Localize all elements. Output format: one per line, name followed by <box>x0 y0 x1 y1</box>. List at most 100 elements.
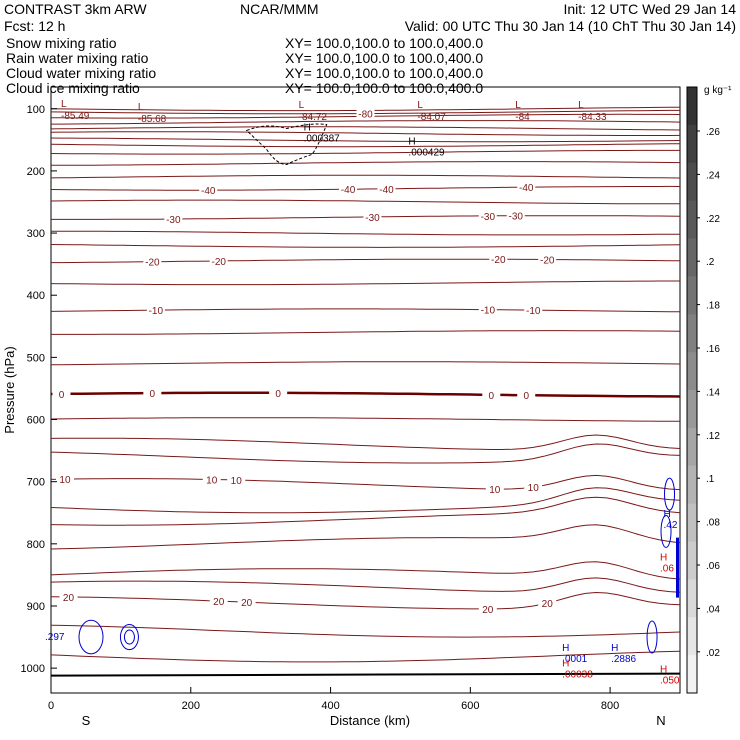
ground-line <box>50 672 681 677</box>
y-tick-label: 200 <box>27 166 45 178</box>
isotherm-line <box>50 131 681 136</box>
isotherm-label: -40 <box>519 183 534 194</box>
x-tick-label: 200 <box>182 700 200 712</box>
colorbar-swatch <box>687 617 697 656</box>
isotherm-line <box>50 561 681 580</box>
high-marker: H <box>660 553 667 564</box>
isotherm-label-bg <box>339 183 358 195</box>
isotherm-label-bg <box>524 481 543 493</box>
isotherm-label-bg <box>55 473 74 485</box>
colorbar-swatch <box>687 314 697 353</box>
colorbar-tick-label: .06 <box>706 561 720 572</box>
cloud-ice-contour <box>245 123 328 166</box>
low-value: -84.33 <box>578 112 607 123</box>
isotherm-label: 10 <box>528 483 540 494</box>
low-marker: L <box>299 100 305 111</box>
isotherm-label-bg <box>164 213 183 225</box>
field-name: Cloud water mixing ratio <box>6 65 156 81</box>
isotherm-line <box>50 280 680 286</box>
isotherm-line <box>50 650 681 663</box>
isotherm-label-bg <box>517 389 536 401</box>
low-value: -84.72 <box>299 112 328 123</box>
isotherm-label-bg <box>59 590 78 602</box>
high-value: .42 <box>664 520 678 531</box>
x-tick-label: 600 <box>461 700 479 712</box>
high-marker: H <box>664 509 671 520</box>
colorbar-swatch <box>687 541 697 580</box>
colorbar-swatch <box>687 124 697 164</box>
isotherm-line <box>50 143 681 148</box>
isotherm-label-bg <box>538 253 557 265</box>
header-fcst: Fcst: 12 h <box>4 18 65 34</box>
colorbar-tick-label: .24 <box>706 170 720 181</box>
y-tick-label: 300 <box>27 228 45 240</box>
header-valid: Valid: 00 UTC Thu 30 Jan 14 (10 ChT Thu … <box>405 18 736 34</box>
low-value: -84 <box>515 112 530 123</box>
high-value: .06 <box>660 564 674 575</box>
isotherm-line <box>50 577 681 593</box>
colorbar-swatch <box>687 200 697 239</box>
isotherm-label: -40 <box>379 185 394 196</box>
isotherm-line <box>51 161 681 166</box>
field-xy: XY= 100.0,100.0 to 100.0,400.0 <box>285 35 483 51</box>
isotherm-label-bg <box>356 107 375 119</box>
isotherm-line <box>50 361 681 366</box>
isotherm--40 <box>50 185 681 191</box>
plot-frame <box>50 86 681 694</box>
isotherm-line <box>50 487 681 514</box>
isotherm-label: 10 <box>231 476 243 487</box>
cloud-water-core <box>676 537 679 598</box>
colorbar-swatch <box>687 162 697 202</box>
field-xy: XY= 100.0,100.0 to 100.0,400.0 <box>285 50 483 66</box>
isotherm-line <box>50 624 681 638</box>
isotherm-label: 0 <box>59 390 65 401</box>
isotherm-label: 0 <box>275 389 281 400</box>
extrema-labels: L-85.49L-85.68L-84.72L-84.07L-84L-84.33H… <box>45 99 680 687</box>
colorbar-tick-label: .26 <box>706 127 720 138</box>
x-axis-title: Distance (km) <box>330 713 410 728</box>
y-tick-label: 900 <box>27 601 45 613</box>
field-xy: XY= 100.0,100.0 to 100.0,400.0 <box>285 80 483 96</box>
cloud-water-contour <box>660 514 672 548</box>
field-name: Snow mixing ratio <box>6 35 117 51</box>
isotherm-label-bg <box>202 473 221 485</box>
isotherm-label: 20 <box>542 599 554 610</box>
low-marker: L <box>515 100 521 111</box>
low-marker: L <box>61 99 67 110</box>
isotherm-label-bg <box>199 184 218 196</box>
x-tick-label: 800 <box>601 700 619 712</box>
cloud-water-contour <box>78 619 104 655</box>
y-tick-label: 1000 <box>21 663 45 675</box>
isotherm-label-bg <box>517 181 536 193</box>
isotherm-line <box>50 244 681 248</box>
isotherm-label-bg <box>143 387 162 399</box>
colorbar-tick-label: .1 <box>706 474 715 485</box>
high-value: .297 <box>45 632 65 643</box>
high-marker: H <box>562 658 569 669</box>
isotherm-20 <box>50 591 681 610</box>
colorbar-swatch <box>687 238 697 277</box>
high-marker: H <box>304 123 311 134</box>
isotherm-label: -30 <box>166 215 181 226</box>
low-marker: L <box>578 100 584 111</box>
isotherm-line <box>51 230 681 236</box>
colorbar-swatch <box>687 276 697 315</box>
isotherm-label-bg <box>489 253 508 265</box>
isotherm-label-bg <box>227 473 246 485</box>
isotherm-label: -40 <box>201 186 216 197</box>
colorbar-swatch <box>687 503 697 542</box>
isotherm-label: -20 <box>212 257 227 268</box>
y-tick-label: 400 <box>27 290 45 302</box>
isotherm-label-bg <box>209 254 228 266</box>
isotherm-label: -30 <box>481 212 496 223</box>
isotherm-label: -20 <box>540 256 555 267</box>
isotherm-label-bg <box>209 595 228 607</box>
colorbar-swatch <box>687 655 697 694</box>
hydrometeor-contours <box>78 123 679 655</box>
isotherm-label-bg <box>237 596 256 608</box>
y-axis-title: Pressure (hPa) <box>2 346 17 433</box>
isotherm-label-bg <box>377 182 396 194</box>
isotherm-label: 20 <box>241 598 253 609</box>
isotherm-label: -40 <box>341 185 356 196</box>
colorbar-swatch <box>687 352 697 391</box>
